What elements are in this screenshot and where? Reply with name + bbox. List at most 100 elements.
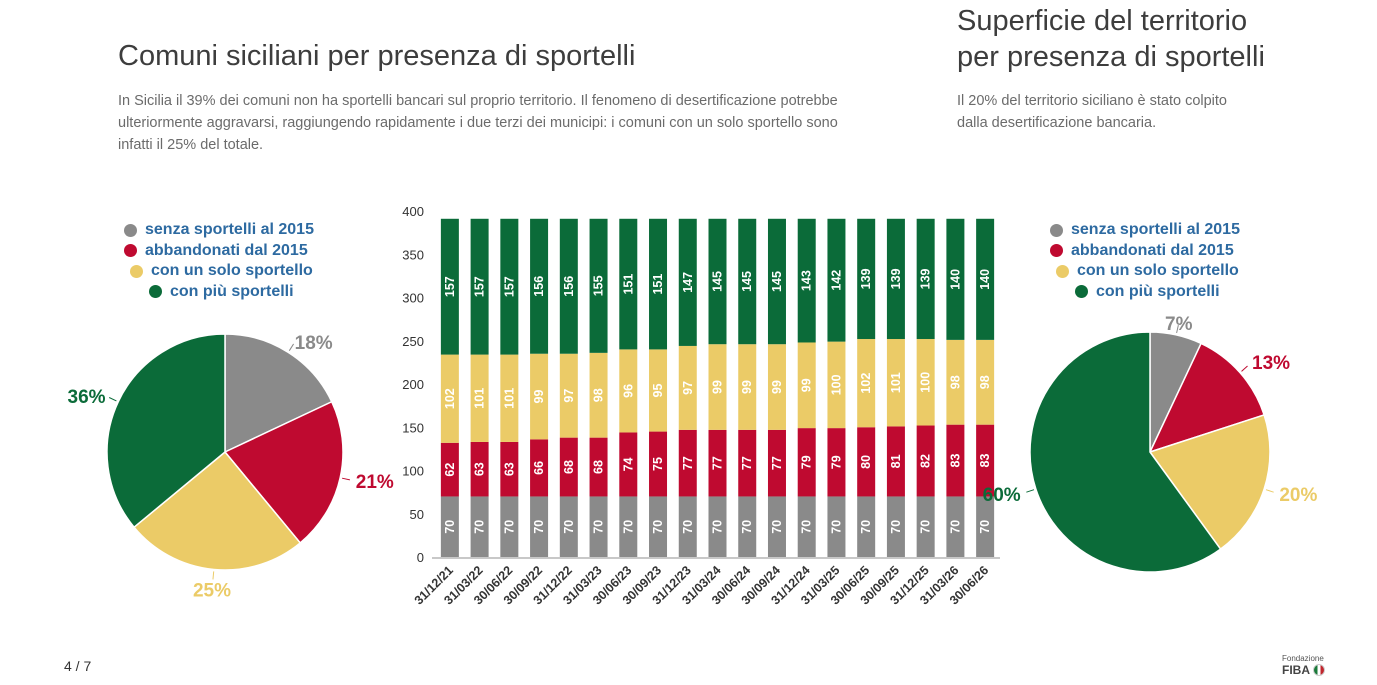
pie-slice-label: 20% bbox=[1279, 485, 1317, 506]
bar-segment bbox=[440, 218, 459, 355]
bar-value-label: 77 bbox=[740, 456, 754, 470]
bar-value-label: 68 bbox=[562, 460, 576, 474]
legend-item: senza sportelli al 2015 bbox=[1050, 220, 1240, 241]
bar-value-label: 143 bbox=[800, 270, 814, 291]
bar-segment bbox=[559, 496, 578, 557]
pie-slice bbox=[1148, 413, 1271, 551]
legend-label: con più sportelli bbox=[1096, 282, 1220, 300]
bar-segment bbox=[589, 437, 608, 497]
legend-item: abbandonati dal 2015 bbox=[124, 241, 314, 262]
pie-slice-label: 13% bbox=[1252, 353, 1290, 374]
right-title-line2: per presenza di sportelli bbox=[957, 41, 1265, 73]
bar-value-label: 142 bbox=[829, 270, 843, 291]
y-tick-label: 250 bbox=[402, 334, 424, 349]
bar-value-label: 70 bbox=[562, 520, 576, 534]
bar-value-label: 155 bbox=[592, 275, 606, 296]
bar-value-label: 70 bbox=[621, 520, 635, 534]
bar-value-label: 157 bbox=[443, 276, 457, 297]
bar-segment bbox=[886, 426, 905, 497]
bar-segment bbox=[738, 218, 757, 345]
bar-segment bbox=[619, 432, 638, 497]
bar-segment bbox=[767, 429, 786, 497]
bar-value-label: 63 bbox=[502, 462, 516, 476]
legend-swatch bbox=[124, 223, 137, 237]
legend-item: con più sportelli bbox=[149, 282, 314, 303]
bar-value-label: 151 bbox=[621, 274, 635, 295]
legend-item: con più sportelli bbox=[1075, 282, 1240, 303]
bar-value-label: 79 bbox=[800, 455, 814, 469]
bar-value-label: 99 bbox=[770, 380, 784, 394]
bar-segment bbox=[857, 427, 876, 497]
bar-value-label: 139 bbox=[859, 268, 873, 289]
bar-value-label: 70 bbox=[443, 520, 457, 534]
bar-value-label: 100 bbox=[829, 374, 843, 395]
bar-value-label: 70 bbox=[681, 520, 695, 534]
pie-leader-line bbox=[1026, 489, 1035, 493]
legend-item: senza sportelli al 2015 bbox=[124, 220, 314, 241]
bar-segment bbox=[916, 218, 935, 340]
pie-slice bbox=[224, 333, 333, 454]
bar-segment bbox=[857, 496, 876, 557]
bar-value-label: 77 bbox=[770, 456, 784, 470]
bar-value-label: 157 bbox=[473, 276, 487, 297]
pie-slice-label: 21% bbox=[356, 472, 394, 493]
y-tick-label: 150 bbox=[402, 420, 424, 435]
bar-segment bbox=[886, 339, 905, 427]
bar-segment bbox=[797, 496, 816, 557]
bar-value-label: 70 bbox=[651, 520, 665, 534]
bar-segment bbox=[559, 218, 578, 354]
bar-value-label: 66 bbox=[532, 461, 546, 475]
bar-segment bbox=[738, 429, 757, 497]
legend-label: con un solo sportello bbox=[151, 262, 313, 280]
legend-swatch bbox=[130, 264, 143, 278]
y-tick-label: 50 bbox=[410, 507, 424, 522]
bar-segment bbox=[470, 354, 489, 442]
bar-segment bbox=[946, 424, 965, 497]
bar-segment bbox=[649, 218, 668, 350]
bar-value-label: 70 bbox=[502, 520, 516, 534]
y-tick-label: 0 bbox=[417, 550, 424, 565]
pie-slice-label: 18% bbox=[295, 333, 333, 354]
bar-segment bbox=[976, 496, 995, 557]
bar-segment bbox=[589, 218, 608, 353]
bar-segment bbox=[678, 496, 697, 557]
bar-value-label: 82 bbox=[919, 454, 933, 468]
bar-segment bbox=[797, 218, 816, 343]
bar-segment bbox=[827, 218, 846, 342]
bar-segment bbox=[708, 429, 727, 497]
bar-value-label: 70 bbox=[532, 520, 546, 534]
bar-segment bbox=[946, 496, 965, 557]
pie-slice bbox=[133, 450, 302, 571]
page-indicator: 4 / 7 bbox=[64, 658, 92, 674]
bar-value-label: 101 bbox=[502, 388, 516, 409]
bar-value-label: 96 bbox=[621, 384, 635, 398]
bar-value-label: 102 bbox=[859, 373, 873, 394]
legend-swatch bbox=[124, 244, 137, 258]
bar-value-label: 101 bbox=[473, 388, 487, 409]
bar-segment bbox=[500, 218, 519, 355]
legend-swatch bbox=[1050, 244, 1063, 258]
bar-segment bbox=[470, 218, 489, 355]
legend-item: abbandonati dal 2015 bbox=[1050, 241, 1240, 262]
logo-big-text: FIBA bbox=[1282, 663, 1332, 677]
bar-segment bbox=[440, 354, 459, 443]
bar-segment bbox=[976, 424, 995, 497]
bar-value-label: 95 bbox=[651, 383, 665, 397]
bar-segment bbox=[916, 425, 935, 497]
bar-value-label: 151 bbox=[651, 274, 665, 295]
pie-slice bbox=[106, 333, 226, 529]
bar-segment bbox=[500, 441, 519, 497]
legend-label: con un solo sportello bbox=[1077, 262, 1239, 280]
bar-value-label: 70 bbox=[919, 520, 933, 534]
bar-segment bbox=[530, 496, 549, 557]
left-description: In Sicilia il 39% dei comuni non ha spor… bbox=[118, 93, 838, 153]
pie-leader-line bbox=[1241, 365, 1248, 372]
bar-segment bbox=[649, 349, 668, 432]
legend-label: abbandonati dal 2015 bbox=[145, 241, 308, 259]
bar-segment bbox=[827, 341, 846, 429]
bar-value-label: 75 bbox=[651, 457, 665, 471]
right-title: Superficie del territorio per presenza d… bbox=[957, 3, 1265, 75]
pie-slice bbox=[1148, 342, 1266, 454]
bar-value-label: 139 bbox=[919, 268, 933, 289]
bar-value-label: 68 bbox=[592, 460, 606, 474]
